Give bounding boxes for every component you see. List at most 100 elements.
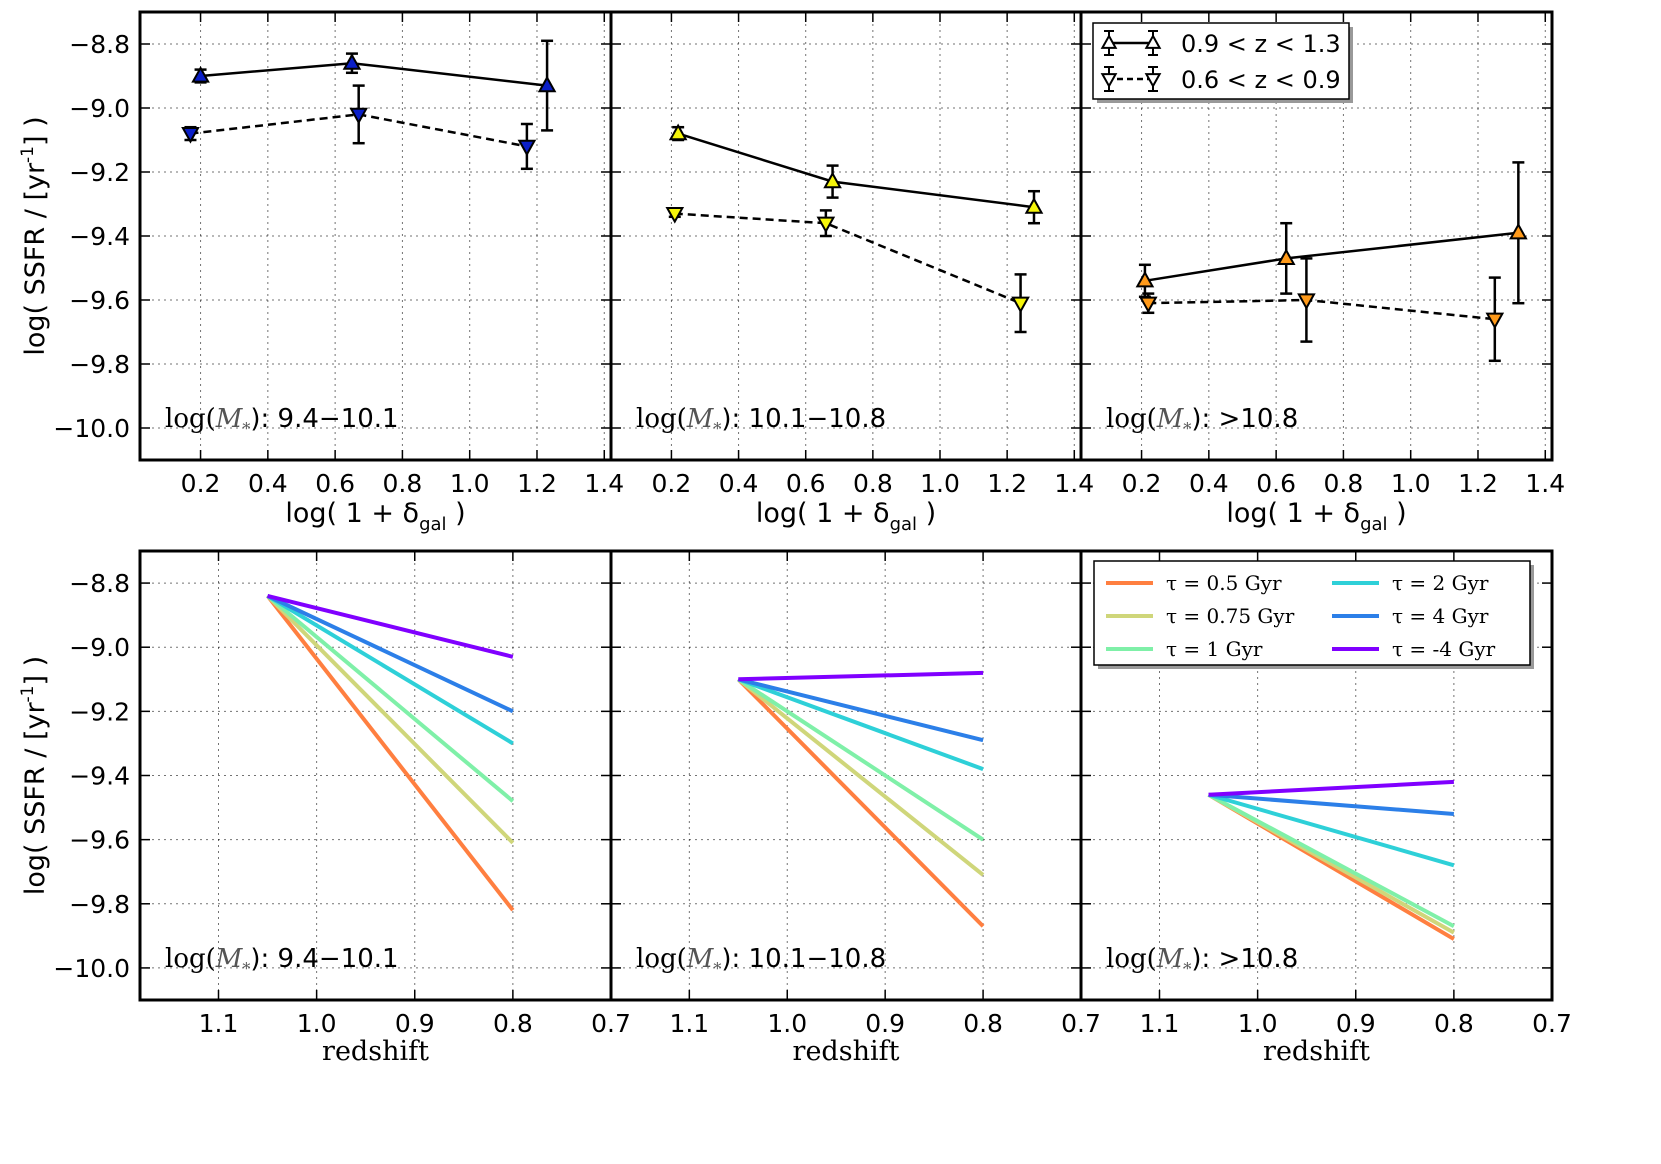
model-line	[1208, 779, 1454, 797]
grid	[611, 551, 1081, 1000]
model-line	[1208, 792, 1455, 868]
data-point	[665, 207, 685, 224]
y-tick-label: −9.2	[69, 158, 130, 187]
y-tick-label: −9.0	[69, 633, 130, 662]
panel-mass-label: log(M*): >10.8	[1106, 944, 1298, 978]
y-tick-label: −9.8	[69, 350, 130, 379]
x-axis-label: log( 1 + δgal )	[285, 498, 465, 535]
model-line	[737, 677, 985, 842]
x-tick-label: 0.6	[1256, 469, 1296, 498]
panel-mass-label: log(M*): 10.1−10.8	[636, 944, 886, 978]
series-high-z	[668, 123, 1044, 225]
legend-box	[1093, 560, 1531, 666]
legend-label: τ = 0.75 Gyr	[1166, 604, 1295, 628]
grid	[140, 12, 611, 460]
series-low-z	[665, 207, 1030, 334]
y-tick-label: −9.8	[69, 890, 130, 919]
y-tick-label: −9.0	[69, 94, 130, 123]
data-point	[823, 171, 842, 189]
x-tick-label: 1.2	[987, 469, 1027, 498]
x-tick-label: 0.8	[493, 1009, 533, 1038]
grid	[611, 12, 1081, 460]
panel-bottom-middle: 1.1 1.0 0.9 0.8 0.7 log(M*): 10.1−10.8 redshif…	[609, 549, 1101, 1067]
data-point	[191, 65, 210, 83]
model-line	[266, 594, 515, 845]
model-line	[737, 677, 985, 877]
y-tick-label: −10.0	[53, 414, 130, 443]
series-line	[1144, 231, 1519, 283]
panel-bottom-left: 1.1 1.0 0.9 0.8 0.7 −8.8 −9.0 −9.2 −9.4 −9.6 −9.8 −…	[18, 549, 631, 1067]
x-tick-label: 0.4	[1189, 469, 1229, 498]
model-line	[737, 677, 984, 771]
data-point	[816, 216, 836, 234]
data-point	[1024, 197, 1044, 214]
x-tick-label: 0.4	[248, 469, 288, 498]
data-point	[1135, 270, 1155, 288]
x-tick-label: 1.0	[1391, 469, 1431, 498]
grid	[140, 551, 611, 1000]
x-tick-label: 1.4	[584, 469, 624, 498]
x-tick-label: 0.7	[591, 1009, 631, 1038]
legend-label: τ = 4 Gyr	[1392, 604, 1489, 628]
x-tick-label: 0.2	[1122, 469, 1162, 498]
x-tick-label: 1.0	[767, 1009, 807, 1038]
x-tick-label: 0.9	[865, 1009, 905, 1038]
legend-label: 0.6 < z < 0.9	[1181, 66, 1341, 94]
data-point	[1485, 312, 1505, 330]
x-tick-label: 0.8	[1324, 469, 1364, 498]
x-tick-label: 0.4	[719, 469, 759, 498]
data-point	[1011, 296, 1030, 314]
model-line	[1208, 792, 1455, 816]
legend-entry: 0.9 < z < 1.3	[1100, 30, 1341, 58]
x-tick-label: 1.0	[297, 1009, 337, 1038]
data-point	[1297, 293, 1316, 311]
legend-entry: τ = -4 Gyr	[1332, 637, 1496, 661]
data-point	[1509, 222, 1528, 240]
data-point	[537, 75, 557, 93]
y-tick-label: −9.4	[69, 762, 130, 791]
model-line	[266, 594, 515, 803]
data-point	[342, 53, 362, 70]
series-line	[1148, 298, 1495, 321]
x-axis-label: redshift	[322, 1036, 429, 1067]
x-tick-label: 0.8	[963, 1009, 1003, 1038]
legend-entry: τ = 0.5 Gyr	[1106, 571, 1282, 595]
x-tick-label: 0.6	[786, 469, 826, 498]
data-point	[181, 127, 200, 144]
up-triangle-icon	[1100, 33, 1118, 49]
x-tick-label: 1.2	[1458, 469, 1498, 498]
series-low-z	[1138, 257, 1505, 363]
y-tick-label: −9.6	[69, 826, 130, 855]
model-line	[266, 594, 514, 714]
model-line	[265, 594, 515, 912]
model-line	[1207, 792, 1455, 928]
x-tick-label: 0.8	[383, 469, 423, 498]
x-tick-label: 0.2	[652, 469, 692, 498]
panel-mass-label: log(M*): 10.1−10.8	[636, 404, 886, 438]
legend-label: τ = -4 Gyr	[1392, 637, 1496, 661]
legend-entry: τ = 4 Gyr	[1332, 604, 1489, 628]
down-triangle-icon	[1144, 73, 1162, 89]
legend-label: 0.9 < z < 1.3	[1181, 30, 1341, 58]
series-line	[674, 212, 1022, 305]
panel-mass-label: log(M*): 9.4−10.1	[165, 944, 399, 978]
legend-label: τ = 0.5 Gyr	[1166, 571, 1282, 595]
x-tick-label: 0.7	[1532, 1009, 1572, 1038]
y-tick-label: −9.2	[69, 697, 130, 726]
series-line	[200, 61, 548, 87]
data-point	[517, 139, 537, 157]
data-point	[668, 123, 688, 141]
x-tick-label: 0.9	[395, 1009, 435, 1038]
x-tick-label: 0.8	[853, 469, 893, 498]
legend-entry: 0.6 < z < 0.9	[1100, 66, 1341, 94]
panel-top-middle: 0.2 0.4 0.6 0.8 1.0 1.2 1.4 log(M*): 10.1−10.8 l…	[609, 10, 1094, 535]
model-line	[736, 677, 985, 928]
up-triangle-icon	[1144, 33, 1162, 49]
series-line	[677, 132, 1035, 209]
x-tick-label: 1.0	[450, 469, 490, 498]
x-axis-label: redshift	[1263, 1036, 1370, 1067]
x-tick-label: 1.1	[669, 1009, 709, 1038]
series-high-z	[191, 39, 557, 132]
legend-entry: τ = 1 Gyr	[1106, 637, 1263, 661]
